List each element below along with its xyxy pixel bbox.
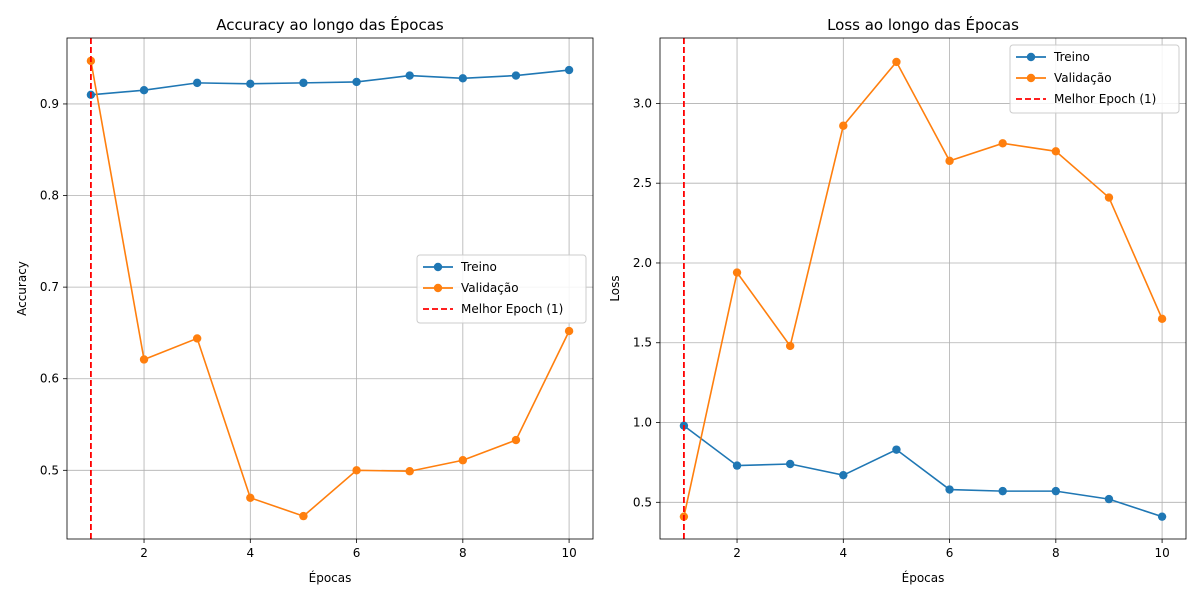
x-axis-label: Épocas [902, 570, 945, 585]
data-point [139, 355, 149, 364]
plot-frame [659, 37, 1187, 540]
y-tick-label: 1.0 [633, 416, 652, 430]
data-point [564, 326, 574, 336]
data-point [139, 86, 149, 95]
y-tick-label: 0.8 [40, 189, 59, 203]
data-point [564, 65, 574, 75]
series-line [90, 69, 570, 96]
y-tick-label: 2.0 [633, 256, 652, 270]
legend-marker [1026, 52, 1036, 62]
data-point [1157, 314, 1167, 324]
data-point [785, 341, 795, 351]
y-tick-label: 3.0 [633, 96, 652, 110]
series-line [683, 425, 1163, 518]
x-tick-label: 8 [1052, 546, 1060, 560]
data-point [839, 470, 848, 480]
data-point [352, 77, 361, 87]
y-axis-label: Loss [608, 275, 622, 301]
data-point [246, 79, 255, 88]
data-point [732, 268, 742, 277]
data-point [192, 78, 202, 88]
legend-label: Melhor Epoch (1) [461, 302, 563, 316]
legend-label: Melhor Epoch (1) [1054, 92, 1156, 106]
y-tick-label: 0.6 [40, 372, 59, 386]
grid [660, 38, 1186, 539]
legend-box [1009, 44, 1180, 114]
x-tick-label: 10 [1154, 546, 1169, 560]
data-point [1051, 486, 1061, 496]
y-tick-label: 1.5 [633, 336, 652, 350]
chart-panel-1: 2 4 6 8 10 0.5 0.6 0.7 0.8 0.9 Accuracy ao longo d… [15, 15, 594, 585]
y-tick-label: 0.9 [40, 97, 59, 111]
data-point [892, 57, 901, 67]
legend-label: Treino [460, 260, 497, 274]
data-point [299, 511, 308, 521]
data-point [1051, 147, 1061, 156]
x-tick-label: 10 [561, 546, 576, 560]
chart-panel-2: 2 4 6 8 10 0.5 1.0 1.5 2.0 2.5 3.0 Loss ao longo da… [608, 15, 1187, 585]
data-point [998, 486, 1007, 496]
series-line [90, 60, 570, 518]
data-point [511, 71, 521, 80]
x-tick-label: 8 [459, 546, 467, 560]
data-point [1157, 512, 1167, 521]
y-tick-label: 0.5 [633, 495, 652, 509]
legend-label: Validação [461, 281, 519, 295]
data-point [458, 456, 468, 465]
legend-label: Treino [1053, 50, 1090, 64]
data-point [458, 74, 468, 83]
series-validao [679, 57, 1167, 521]
data-point [1104, 494, 1114, 504]
legend-label: Validação [1054, 71, 1112, 85]
data-point [511, 435, 521, 445]
legend: Treino Validação Melhor Epoch (1) [1009, 44, 1180, 114]
x-tick-label: 6 [353, 546, 361, 560]
legend-box [416, 254, 587, 324]
y-tick-label: 2.5 [633, 176, 652, 190]
data-point [352, 466, 361, 475]
data-point [192, 334, 202, 343]
series-treino [86, 65, 574, 99]
data-point [405, 467, 414, 476]
x-tick-label: 2 [140, 546, 148, 560]
data-point [246, 493, 255, 502]
data-point [945, 156, 954, 166]
series-line [683, 60, 1163, 517]
legend-marker [433, 262, 443, 272]
series-treino [679, 421, 1167, 521]
data-point [299, 78, 308, 88]
data-point [405, 71, 414, 80]
data-point [998, 139, 1007, 148]
plot-frame [66, 37, 594, 540]
chart-title: Accuracy ao longo das Épocas [216, 15, 444, 34]
data-point [945, 485, 954, 494]
x-tick-label: 2 [733, 546, 741, 560]
x-tick-label: 4 [839, 546, 847, 560]
legend-marker [433, 283, 443, 293]
y-axis-label: Accuracy [15, 261, 29, 316]
data-point [892, 445, 901, 454]
data-point [839, 121, 848, 130]
chart-title: Loss ao longo das Épocas [827, 15, 1019, 34]
x-axis-label: Épocas [309, 570, 352, 585]
data-point [732, 461, 742, 470]
legend: Treino Validação Melhor Epoch (1) [416, 254, 587, 324]
legend-marker [1026, 73, 1036, 83]
x-tick-label: 4 [246, 546, 254, 560]
data-point [1104, 193, 1114, 202]
y-tick-label: 0.7 [40, 280, 59, 294]
data-point [785, 459, 795, 469]
x-tick-label: 6 [946, 546, 954, 560]
y-tick-label: 0.5 [40, 463, 59, 477]
